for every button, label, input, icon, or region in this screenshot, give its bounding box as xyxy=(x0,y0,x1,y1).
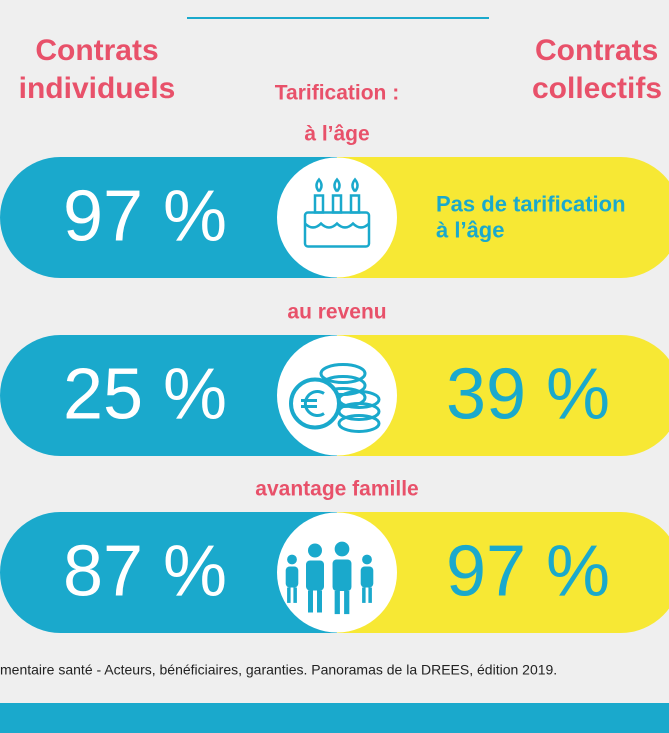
icon-part xyxy=(308,590,313,613)
icon-part xyxy=(349,194,361,214)
icon-part xyxy=(317,590,322,613)
right-value: 97 % xyxy=(446,532,610,612)
icon-part xyxy=(351,177,359,193)
icon-part xyxy=(308,543,322,558)
icon-part xyxy=(331,194,343,214)
icon-part xyxy=(304,221,370,229)
row-label: au revenu xyxy=(287,301,386,324)
right-text: à l’âge xyxy=(436,217,504,242)
icon-part xyxy=(313,194,325,214)
right-title: Contrats xyxy=(535,34,658,67)
icon-part xyxy=(334,591,340,615)
icon-part xyxy=(289,377,341,430)
icon-part xyxy=(293,587,297,603)
icon xyxy=(303,177,371,248)
icon-part xyxy=(319,363,367,384)
footer-source: mentaire santé - Acteurs, bénéficiaires,… xyxy=(0,662,557,678)
icon-part xyxy=(332,559,352,591)
icon-part xyxy=(287,587,291,603)
icon-part xyxy=(334,541,350,557)
icon-part xyxy=(368,587,372,603)
icon-part xyxy=(344,591,350,615)
tariff-row: au revenu 25 % 39 % xyxy=(0,301,669,456)
left-value: 87 % xyxy=(63,532,227,612)
left-title: individuels xyxy=(19,72,176,105)
left-value: 97 % xyxy=(63,177,227,257)
tariff-row: avantage famille 87 % 97 % xyxy=(0,478,669,633)
icon-part xyxy=(362,554,372,565)
icon-part xyxy=(315,177,323,193)
row-label: à l’âge xyxy=(304,123,369,146)
right-pill xyxy=(337,512,669,633)
icon-part xyxy=(285,566,299,588)
left-pill xyxy=(0,335,337,456)
right-pill xyxy=(337,335,669,456)
icon-part xyxy=(301,390,325,417)
icon-part xyxy=(362,587,366,603)
icon-part xyxy=(333,177,341,193)
icon xyxy=(285,541,374,615)
right-value: 39 % xyxy=(446,355,610,435)
left-title: Contrats xyxy=(35,34,158,67)
icon-part xyxy=(306,560,324,591)
row-label: avantage famille xyxy=(255,478,418,501)
icon-circle xyxy=(277,157,397,278)
right-text: Pas de tarification xyxy=(436,191,626,216)
left-pill xyxy=(0,512,337,633)
center-title: Tarification : xyxy=(275,82,399,105)
icon xyxy=(289,363,381,433)
icon-part xyxy=(287,554,297,565)
icon-part xyxy=(337,414,381,433)
icon-part xyxy=(360,566,374,588)
left-pill xyxy=(0,157,337,278)
right-pill xyxy=(337,157,669,278)
bottom-band xyxy=(0,703,669,733)
right-title: collectifs xyxy=(532,72,662,105)
left-value: 25 % xyxy=(63,355,227,435)
